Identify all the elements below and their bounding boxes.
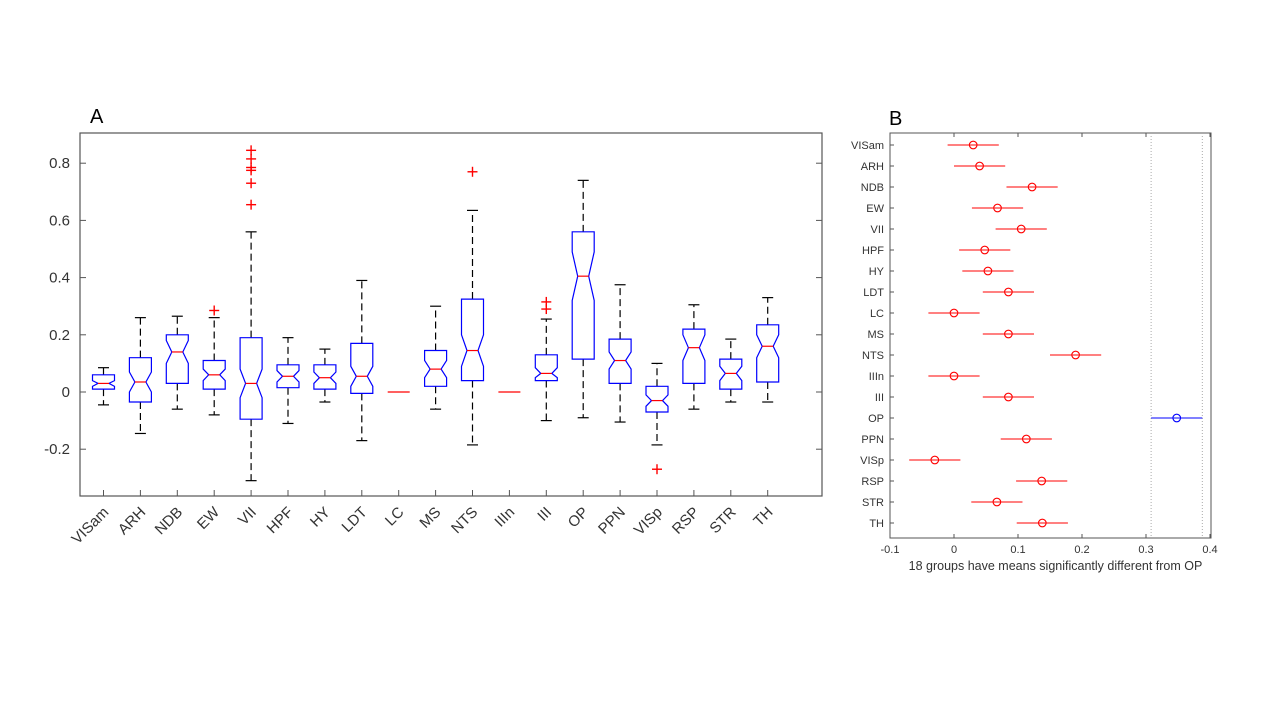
y-tick-label: IIIn (869, 371, 884, 383)
group-mean-marker (949, 308, 959, 318)
x-tick-label: VISam (68, 504, 112, 548)
x-tick-label: MS (416, 504, 444, 532)
y-tick-label: HPF (862, 245, 884, 257)
group-mean-marker (1016, 224, 1026, 234)
x-tick-label: OP (565, 504, 592, 531)
notched-box (91, 374, 116, 390)
x-tick-label: HPF (264, 504, 297, 537)
x-tick-label: LDT (339, 504, 371, 536)
x-tick-label: EW (194, 503, 224, 533)
group-mean-marker (1004, 392, 1013, 402)
x-tick-label: HY (307, 504, 334, 531)
x-tick-label: NDB (152, 504, 186, 538)
notched-box (534, 354, 558, 382)
x-tick-label: 0.2 (1074, 544, 1089, 556)
notched-box (608, 338, 632, 384)
y-tick-label: OP (868, 413, 884, 425)
y-tick-label: LC (870, 308, 884, 320)
panel-label-a: A (90, 106, 104, 128)
x-tick-label: IIIn (491, 504, 518, 531)
notched-box (165, 334, 189, 384)
notched-box (756, 324, 780, 383)
boxplot-panel: -0.2 0 0.2 0.4 0.6 0.8 VISam ARH NDB EW VII HPF HY LD… (44, 132, 823, 548)
notched-box (128, 357, 152, 403)
y-tick-label: -0.2 (44, 441, 70, 458)
group-mean-marker (993, 203, 1002, 213)
x-tick-label: LC (382, 504, 408, 530)
notched-box (460, 298, 485, 382)
y-tick-label: LDT (863, 287, 884, 299)
notched-box (313, 364, 337, 390)
y-tick-label: NDB (861, 182, 884, 194)
group-mean-marker (1037, 476, 1047, 486)
group-mean-marker (1037, 518, 1047, 528)
y-tick-label: ARH (861, 161, 884, 173)
group-mean-marker (949, 371, 959, 381)
x-tick-label: PPN (595, 504, 629, 538)
x-tick-label: RSP (669, 504, 703, 538)
y-tick-label: RSP (861, 476, 884, 488)
notched-box (202, 359, 226, 390)
x-tick-label: III (534, 504, 555, 525)
notched-box (350, 342, 374, 394)
x-tick-label: 0 (951, 544, 957, 556)
y-tick-label: PPN (861, 434, 884, 446)
y-tick-label: MS (868, 329, 885, 341)
y-tick-label: VII (871, 224, 884, 236)
notched-box (571, 231, 595, 360)
notched-box (276, 364, 300, 389)
notched-box (682, 328, 706, 384)
comparison-panel: -0.1 0 0.1 0.2 0.3 0.4 18 groups have means si… (851, 132, 1218, 573)
group-mean-marker (968, 140, 978, 150)
x-tick-label: VISp (631, 504, 666, 539)
notched-box (719, 358, 743, 390)
notched-box (424, 349, 448, 387)
y-tick-label: TH (869, 518, 884, 530)
group-mean-marker (1071, 350, 1080, 360)
group-mean-marker (983, 266, 993, 276)
x-tick-label: TH (750, 504, 776, 530)
group-mean-marker (992, 497, 1002, 507)
axes-frame (889, 132, 1212, 539)
y-tick-label: VISp (860, 455, 884, 467)
group-mean-marker (1021, 434, 1031, 444)
group-mean-marker (930, 455, 940, 465)
y-tick-label: 0.4 (49, 270, 70, 287)
axes-frame (79, 132, 823, 497)
group-mean-marker (980, 245, 990, 255)
panel-label-b: B (889, 108, 903, 130)
y-tick-label: HY (869, 266, 885, 278)
x-tick-label: 0.1 (1010, 544, 1025, 556)
group-mean-marker (1172, 413, 1182, 423)
y-tick-label: STR (862, 497, 884, 509)
group-mean-marker (975, 161, 984, 171)
notched-box (645, 385, 669, 413)
x-tick-label: -0.1 (881, 544, 900, 556)
y-tick-label: 0.8 (49, 155, 70, 172)
y-tick-label: III (875, 392, 884, 404)
y-tick-label: 0.2 (49, 327, 70, 344)
x-tick-label: NTS (448, 504, 481, 537)
group-mean-marker (1004, 329, 1013, 339)
x-tick-label: 0.4 (1202, 544, 1217, 556)
group-mean-marker (1004, 287, 1013, 297)
x-tick-label: STR (706, 504, 739, 537)
group-mean-marker (1027, 182, 1037, 192)
x-tick-label: ARH (115, 504, 149, 538)
x-axis-label: 18 groups have means significantly diffe… (909, 559, 1203, 573)
y-tick-label: EW (866, 203, 884, 215)
notched-box (239, 337, 263, 420)
y-tick-label: NTS (862, 350, 884, 362)
y-tick-label: VISam (851, 140, 884, 152)
y-tick-label: 0.6 (49, 212, 70, 229)
x-tick-label: VII (235, 504, 260, 529)
y-tick-label: 0 (62, 384, 70, 401)
x-tick-label: 0.3 (1138, 544, 1153, 556)
